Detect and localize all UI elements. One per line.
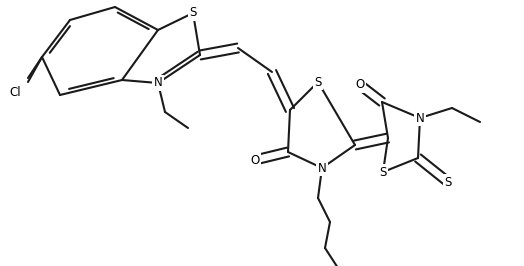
- Text: S: S: [189, 6, 196, 19]
- Text: N: N: [154, 77, 162, 89]
- Text: S: S: [379, 165, 387, 178]
- Text: N: N: [318, 161, 326, 174]
- Text: S: S: [444, 176, 452, 189]
- Text: S: S: [314, 76, 322, 89]
- Text: O: O: [250, 153, 259, 167]
- Text: O: O: [355, 78, 365, 92]
- Text: Cl: Cl: [9, 85, 21, 98]
- Text: N: N: [416, 111, 424, 124]
